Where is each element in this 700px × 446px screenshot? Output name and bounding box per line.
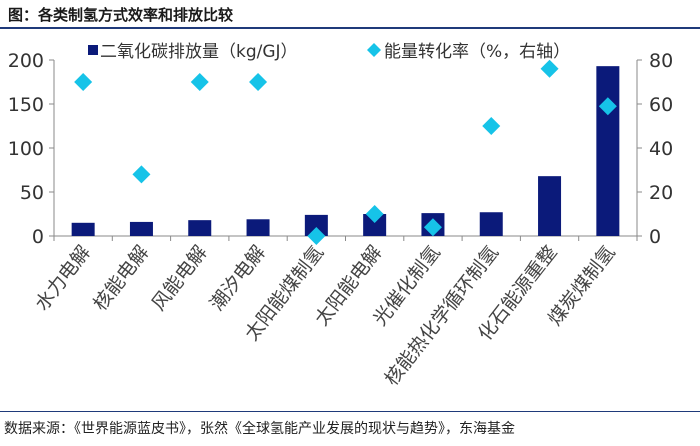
marker-point xyxy=(482,117,501,135)
y-right-tick-label: 20 xyxy=(649,182,673,204)
source-divider xyxy=(0,411,700,412)
legend-marker-swatch xyxy=(367,43,381,57)
legend-marker-label: 能量转化率（%，右轴） xyxy=(384,42,570,62)
marker-point xyxy=(365,205,384,223)
legend-bar-swatch xyxy=(88,45,98,55)
marker-point xyxy=(540,59,559,78)
legend-bar-label: 二氧化碳排放量（kg/GJ） xyxy=(100,42,298,62)
y-left-tick-label: 200 xyxy=(8,50,44,72)
marker-series xyxy=(74,59,617,245)
y-right-tick-label: 0 xyxy=(649,226,661,248)
marker-point xyxy=(132,165,151,184)
bar xyxy=(479,212,503,236)
axes: 0 50 100 150 200 0 20 40 60 80 xyxy=(8,50,673,248)
bar xyxy=(188,220,212,236)
y-right-tick-label: 80 xyxy=(649,50,673,72)
category-label: 潮汐电解 xyxy=(206,242,270,315)
category-label: 核能热化学循环制氢 xyxy=(381,242,504,390)
bar xyxy=(304,214,328,236)
marker-point xyxy=(249,73,268,91)
chart-area: 0 50 100 150 200 0 20 40 60 80 水力电解核能电解风能电解潮汐电解太阳… xyxy=(8,42,673,390)
marker-point xyxy=(598,97,617,116)
y-left-tick-label: 150 xyxy=(8,94,44,116)
marker-point xyxy=(74,73,93,91)
marker-point xyxy=(423,218,442,237)
bar xyxy=(246,219,270,236)
category-label: 风能电解 xyxy=(148,242,212,315)
y-left-tick-label: 50 xyxy=(20,182,44,204)
legend: 二氧化碳排放量（kg/GJ） 能量转化率（%，右轴） xyxy=(88,42,570,62)
y-left-tick-label: 100 xyxy=(8,138,44,160)
chart-title: 图：各类制氢方式效率和排放比较 xyxy=(8,6,234,24)
title-divider xyxy=(0,27,700,29)
bar-series xyxy=(71,66,620,236)
y-right-tick-label: 60 xyxy=(649,94,673,116)
category-label: 水力电解 xyxy=(31,242,95,315)
y-left-tick-label: 0 xyxy=(32,226,44,248)
data-source: 数据来源：《世界能源蓝皮书》，张然《全球氢能产业发展的现状与趋势》，东海基金 xyxy=(4,421,515,437)
bar xyxy=(129,221,153,236)
bar xyxy=(363,214,387,236)
bar xyxy=(596,66,620,236)
marker-point xyxy=(190,73,209,91)
category-label: 核能电解 xyxy=(89,242,153,315)
bar xyxy=(538,176,562,236)
category-labels: 水力电解核能电解风能电解潮汐电解太阳能煤制氢太阳能电解光催化制氢核能热化学循环制… xyxy=(31,242,620,390)
marker-point xyxy=(307,227,326,245)
y-right-tick-label: 40 xyxy=(649,138,673,160)
bar xyxy=(71,222,95,236)
